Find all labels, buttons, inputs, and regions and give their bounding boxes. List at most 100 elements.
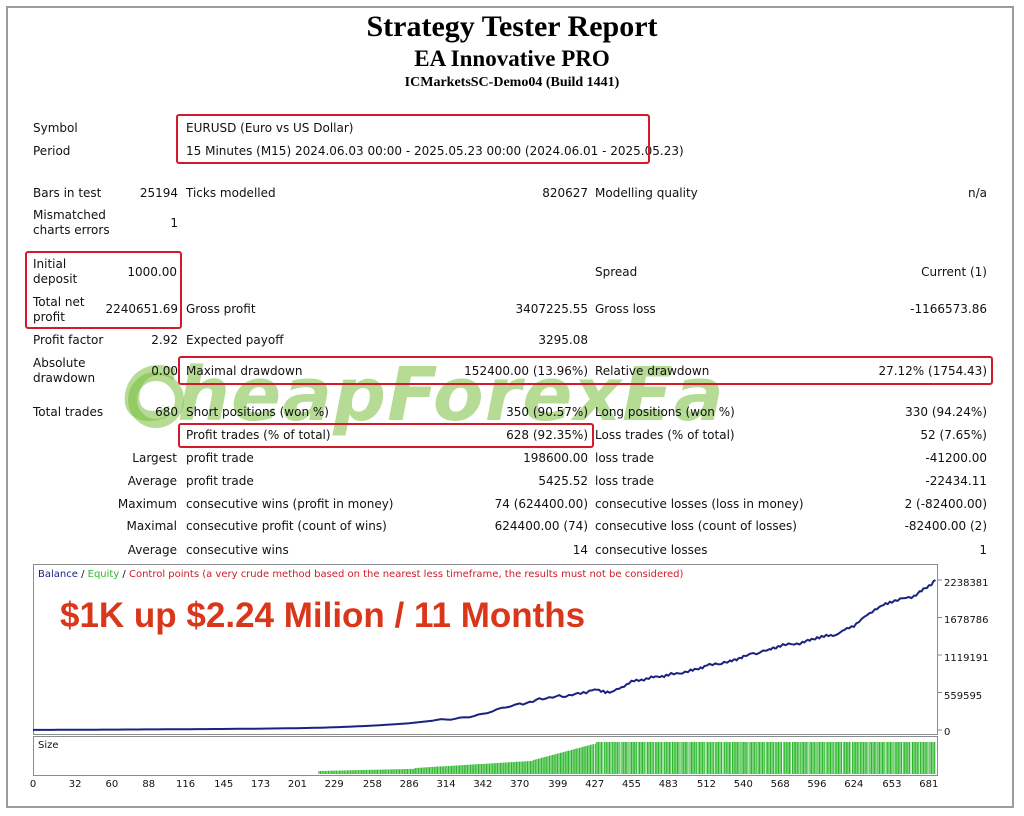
size-bar [929,742,931,774]
size-bar [373,769,375,774]
size-bar [725,742,727,774]
size-bar [514,761,516,774]
size-bar [400,769,402,774]
chart-legend: Balance / Equity / Control points (a ver… [38,569,683,580]
short-value: 350 (90.57%) [506,405,588,419]
size-bar [703,742,705,774]
size-bar [678,742,680,774]
size-bar [870,742,873,774]
x-tick-label: 681 [919,779,939,790]
size-bar [784,742,786,774]
size-bar [793,742,795,774]
avg-wins-label: consecutive wins [186,543,289,557]
size-bar [539,758,541,774]
size-bar [618,742,620,774]
size-bar [403,769,405,774]
size-bar [659,742,661,774]
size-bar [507,762,510,774]
balance-series-line [33,579,937,731]
size-bar [894,742,896,774]
max-losses-value: 2 (-82400.00) [904,497,987,511]
x-tick-label: 88 [142,779,156,790]
size-bar [585,746,587,774]
size-bar [381,769,383,774]
mismatch-label: Mismatched charts errors [33,208,110,237]
size-bar [694,742,696,774]
size-bar [657,742,659,774]
size-bar [806,742,808,774]
size-bar [826,742,828,774]
size-bar [695,742,697,774]
size-bar [746,742,748,774]
size-bar [351,770,353,774]
size-bar [342,770,344,774]
bars-value: 25194 [139,186,178,200]
size-bar [829,742,832,774]
bars-label: Bars in test [33,186,102,200]
size-bar [605,742,607,774]
netprofit-value: 2240651.69 [105,302,178,316]
size-bar [515,761,517,774]
size-bar [837,742,839,774]
size-bar [471,764,473,774]
size-bar [383,769,385,774]
size-bar [792,742,794,774]
size-bar [774,742,776,774]
size-bar [425,767,427,774]
legend-sep-1: / [77,569,88,580]
size-bar [848,742,850,774]
ticks-value: 820627 [542,186,588,200]
size-bar [776,742,778,774]
size-bar [424,767,426,774]
size-bar [820,742,822,774]
size-bar [615,742,617,774]
size-bar [913,742,915,774]
x-tick-label: 370 [510,779,530,790]
deposit-profit-highlight [25,251,182,329]
size-bar [872,742,874,774]
size-bar [422,767,424,774]
size-bar [773,742,775,774]
size-bar [447,766,450,774]
size-bar [665,742,667,774]
size-bar [810,742,813,774]
x-tick-label: 427 [585,779,605,790]
size-bar [809,742,811,774]
profittrades-value: 628 (92.35%) [506,428,588,442]
x-tick-label: 32 [68,779,82,790]
size-bar [749,742,751,774]
size-bar [866,742,868,774]
size-bar [803,742,805,774]
max-wins-label: consecutive wins (profit in money) [186,497,394,511]
symbol-value: EURUSD (Euro vs US Dollar) [186,121,354,135]
size-bar [698,742,701,774]
size-bar [321,770,323,774]
size-bar [597,742,599,774]
size-bar [692,742,694,774]
size-bar [907,742,909,774]
trades-value: 680 [155,405,178,419]
symbol-label: Symbol [33,121,78,135]
size-bar [572,749,574,774]
size-bar [542,757,544,774]
size-bar [885,742,887,774]
size-bar [780,742,783,774]
size-bar [329,770,331,774]
size-bar [547,756,549,774]
size-bar [634,742,636,774]
size-bar [525,761,527,774]
size-bar [691,742,693,774]
size-bar [517,761,519,774]
size-bar [880,742,882,774]
size-bar [522,761,524,774]
size-bar [886,742,888,774]
size-bar [323,770,325,774]
losstrades-label: Loss trades (% of total) [595,428,735,442]
report-frame [6,6,1014,808]
size-bar [771,742,773,774]
size-bar [627,742,629,774]
size-bar [498,762,500,774]
size-bar [608,742,611,774]
size-bar [719,742,721,774]
size-bar [406,769,408,774]
